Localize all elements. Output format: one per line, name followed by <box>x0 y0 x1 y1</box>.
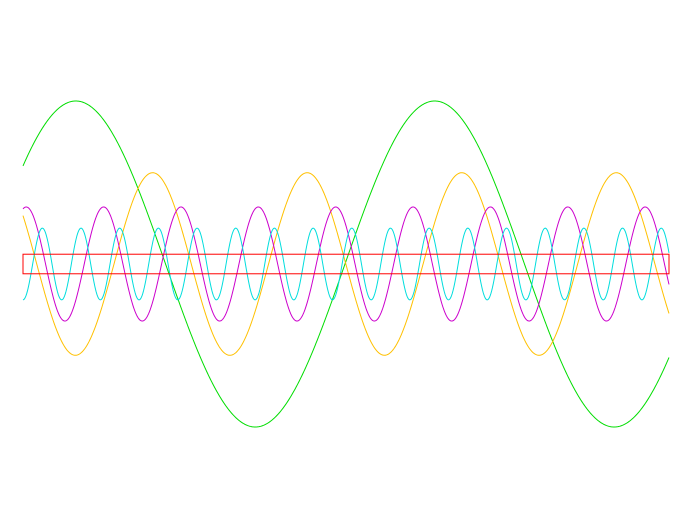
series-layer <box>22 100 670 428</box>
series-4-band <box>22 253 670 275</box>
series-3-line <box>22 227 670 301</box>
series-1-line <box>22 172 670 356</box>
series-2-line <box>22 206 670 322</box>
series-0-line <box>22 100 670 428</box>
